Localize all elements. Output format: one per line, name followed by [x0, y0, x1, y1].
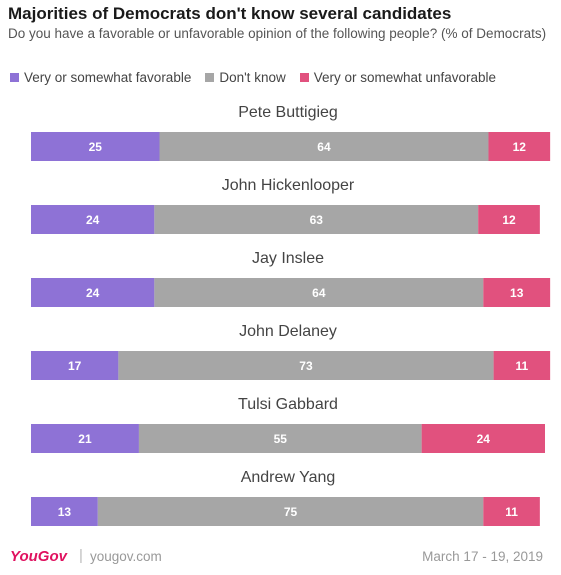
data-label-favorable-pete-buttigieg: 25: [89, 140, 103, 154]
data-label-favorable-john-delaney: 17: [68, 359, 82, 373]
legend: Very or somewhat favorable Don't know Ve…: [10, 70, 510, 85]
footer-separator: |: [79, 547, 83, 564]
bar-favorable-tulsi-gabbard: [31, 424, 139, 453]
category-label-tulsi-gabbard: Tulsi Gabbard: [238, 396, 338, 413]
legend-label-favorable: Very or somewhat favorable: [24, 70, 192, 85]
bar-unfavorable-john-delaney: [493, 351, 551, 380]
data-label-unfavorable-pete-buttigieg: 12: [513, 140, 527, 154]
footer-date: March 17 - 19, 2019: [422, 549, 543, 564]
bar-unfavorable-jay-inslee: [483, 278, 551, 307]
bar-unfavorable-john-hickenlooper: [478, 205, 540, 234]
data-label-dont_know-john-hickenlooper: 63: [310, 213, 324, 227]
bar-favorable-jay-inslee: [31, 278, 155, 307]
legend-item-favorable: Very or somewhat favorable: [10, 70, 191, 85]
data-label-unfavorable-jay-inslee: 13: [510, 286, 524, 300]
chart-subtitle: Do you have a favorable or unfavorable o…: [8, 26, 547, 41]
data-label-dont_know-jay-inslee: 64: [312, 286, 326, 300]
bar-favorable-pete-buttigieg: [31, 132, 160, 161]
legend-item-dont-know: Don't know: [205, 70, 286, 85]
bar-unfavorable-andrew-yang: [483, 497, 540, 526]
bar-dont_know-andrew-yang: [97, 497, 484, 526]
data-label-favorable-john-hickenlooper: 24: [86, 213, 100, 227]
data-label-dont_know-andrew-yang: 75: [284, 505, 298, 519]
category-label-pete-buttigieg: Pete Buttigieg: [238, 104, 338, 121]
stacked-bar-chart: Pete Buttigieg 25 64 12 John Hickenlooper 24 6…: [31, 104, 551, 526]
data-label-favorable-andrew-yang: 13: [58, 505, 72, 519]
bar-favorable-john-delaney: [31, 351, 119, 380]
category-label-jay-inslee: Jay Inslee: [252, 250, 324, 267]
legend-swatch-dont-know: [205, 73, 215, 82]
bar-dont_know-tulsi-gabbard: [138, 424, 422, 453]
bar-dont_know-john-delaney: [118, 351, 494, 380]
data-label-dont_know-john-delaney: 73: [299, 359, 313, 373]
footer-site-link: yougov.com: [90, 549, 162, 564]
legend-swatch-favorable: [10, 73, 19, 82]
bar-favorable-andrew-yang: [31, 497, 98, 526]
data-label-unfavorable-tulsi-gabbard: 24: [477, 432, 491, 446]
data-label-favorable-jay-inslee: 24: [86, 286, 100, 300]
legend-item-unfavorable: Very or somewhat unfavorable: [299, 70, 497, 85]
bar-dont_know-pete-buttigieg: [159, 132, 489, 161]
data-label-unfavorable-andrew-yang: 11: [505, 505, 518, 519]
bar-dont_know-john-hickenlooper: [154, 205, 479, 234]
legend-label-dont-know: Don't know: [219, 70, 286, 85]
data-label-favorable-tulsi-gabbard: 21: [78, 432, 92, 446]
chart-title: Majorities of Democrats don't know sever…: [8, 4, 452, 23]
yougov-logo: YouGov: [10, 548, 67, 565]
bar-unfavorable-pete-buttigieg: [488, 132, 551, 161]
data-label-unfavorable-john-hickenlooper: 12: [502, 213, 516, 227]
category-label-andrew-yang: Andrew Yang: [241, 469, 336, 486]
data-label-dont_know-tulsi-gabbard: 55: [274, 432, 288, 446]
bar-unfavorable-tulsi-gabbard: [421, 424, 545, 453]
bar-dont_know-jay-inslee: [154, 278, 484, 307]
category-label-john-hickenlooper: John Hickenlooper: [222, 177, 355, 194]
data-label-unfavorable-john-delaney: 11: [516, 359, 529, 373]
legend-swatch-unfavorable: [299, 73, 309, 82]
bar-favorable-john-hickenlooper: [31, 205, 155, 234]
category-label-john-delaney: John Delaney: [239, 323, 337, 340]
legend-label-unfavorable: Very or somewhat unfavorable: [313, 70, 497, 85]
data-label-dont_know-pete-buttigieg: 64: [317, 140, 331, 154]
